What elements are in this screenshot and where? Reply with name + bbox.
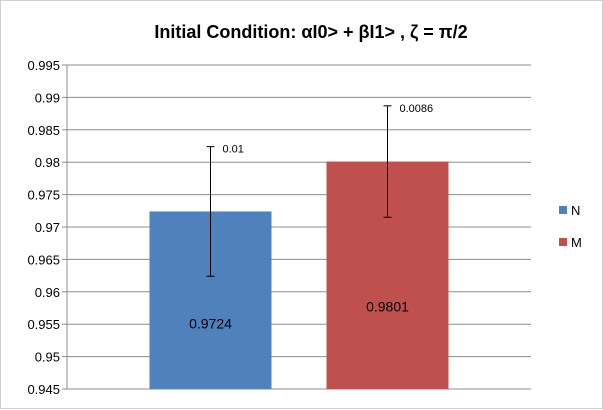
bars: 0.9724 0.01 0.9801 0.0086: [149, 103, 449, 389]
y-tick-label: 0.99: [35, 90, 60, 105]
chart-title: Initial Condition: αI0> + βI1> , ζ = π/2: [154, 22, 467, 43]
y-tick-label: 0.995: [27, 58, 60, 73]
y-tick-label: 0.96: [35, 285, 60, 300]
y-tick-label: 0.95: [35, 350, 60, 365]
bar-value-label: 0.9724: [189, 316, 232, 332]
legend-swatch-m: [559, 238, 567, 246]
y-tick-label: 0.97: [35, 220, 60, 235]
y-tick-label: 0.965: [27, 252, 60, 267]
legend-swatch-n: [559, 206, 567, 214]
legend: NM: [559, 203, 582, 250]
y-tick-label: 0.945: [27, 382, 60, 397]
y-tick-label: 0.955: [27, 317, 60, 332]
bar-value-label: 0.9801: [366, 299, 409, 315]
y-tick-label: 0.975: [27, 188, 60, 203]
error-label: 0.01: [223, 144, 244, 156]
y-tick-label: 0.98: [35, 155, 60, 170]
y-tick-label: 0.985: [27, 123, 60, 138]
legend-label: N: [571, 203, 580, 218]
error-label: 0.0086: [400, 103, 434, 115]
gridlines: [62, 64, 531, 390]
legend-label: M: [571, 235, 582, 250]
y-axis-ticks: 0.945 0.95 0.955 0.96 0.965 0.97 0.975 0.98 0.98…: [27, 58, 60, 397]
